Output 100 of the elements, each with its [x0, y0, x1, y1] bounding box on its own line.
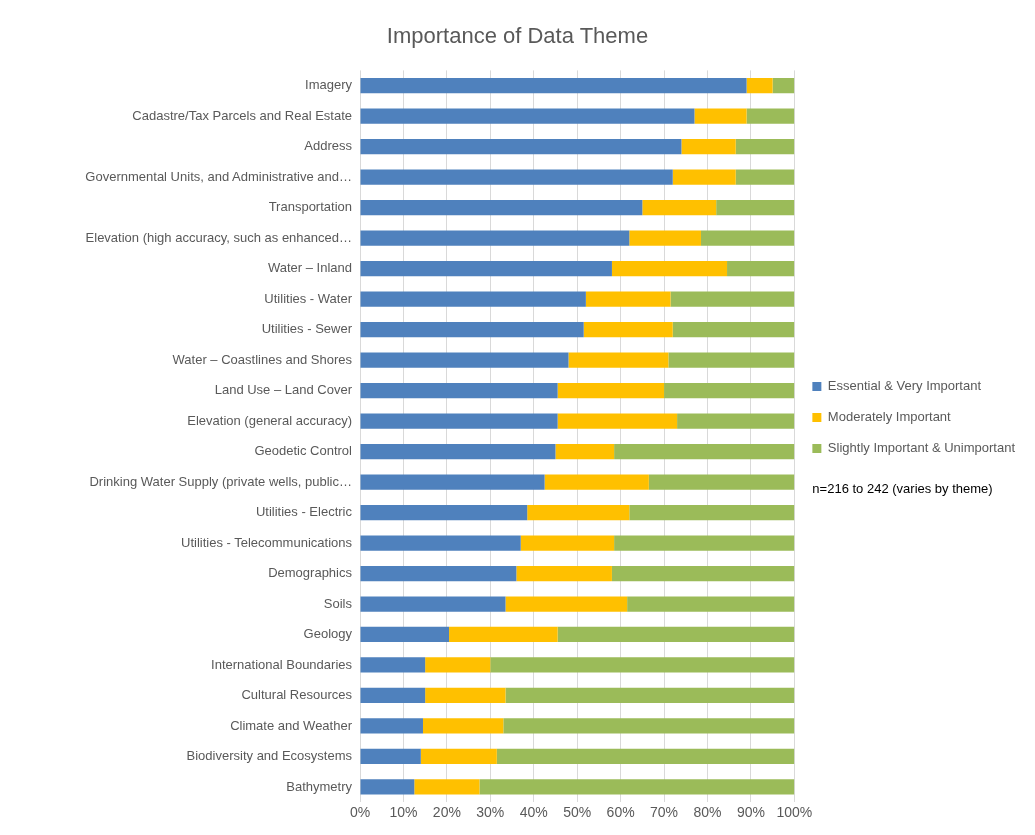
bar	[360, 687, 426, 704]
x-tick-label: 70%	[650, 804, 679, 821]
legend-label: Moderately Important	[827, 409, 952, 425]
y-tick-label: Climate and Weather	[230, 717, 353, 733]
bar	[505, 596, 628, 612]
bar	[568, 352, 669, 368]
legend-label: Essential & Very Important	[827, 378, 982, 394]
bar	[583, 321, 673, 338]
y-tick-label: Imagery	[305, 77, 353, 93]
y-tick-label: Utilities - Water	[264, 290, 353, 306]
bar	[772, 78, 795, 94]
x-tick-label: 50%	[563, 804, 592, 821]
bar	[490, 657, 795, 673]
bar	[664, 382, 795, 399]
bar	[527, 504, 630, 521]
y-tick-label: Bathymetry	[286, 778, 353, 794]
y-tick-label: Governmental Units, and Administrative and…	[85, 168, 352, 184]
bar	[746, 108, 795, 124]
y-tick-label: Land Use – Land Cover	[214, 382, 353, 398]
y-tick-label: Geology	[303, 626, 353, 642]
bar	[735, 169, 795, 185]
bar	[360, 413, 558, 429]
chart-title: Importance of Data Theme	[386, 23, 649, 49]
bar	[496, 748, 795, 765]
bar	[668, 352, 795, 368]
y-tick-label: Water – Inland	[267, 260, 352, 276]
bar	[449, 626, 558, 643]
bar	[746, 78, 773, 94]
bar	[360, 199, 643, 216]
legend-label: Slightly Important & Unimportant	[827, 440, 1016, 456]
y-tick-label: Soils	[323, 595, 353, 611]
bar	[360, 139, 682, 155]
y-tick-label: Drinking Water Supply (private wells, public…	[89, 473, 352, 489]
bar	[614, 443, 795, 460]
bar	[505, 687, 795, 704]
bar	[360, 78, 747, 94]
y-tick-label: International Boundaries	[211, 656, 353, 672]
y-tick-label: Address	[304, 138, 353, 154]
y-tick-label: Elevation (general accuracy)	[187, 412, 352, 428]
bar	[627, 596, 795, 612]
bar	[727, 260, 795, 277]
x-tick-label: 20%	[432, 804, 461, 821]
text: n=216 to 242 (varies by theme)	[812, 481, 993, 497]
bar	[360, 382, 558, 399]
bar	[716, 199, 795, 216]
bar	[681, 139, 736, 155]
bar	[555, 443, 615, 460]
bar	[360, 535, 521, 551]
x-tick-label: 30%	[476, 804, 505, 821]
y-tick-label: Demographics	[268, 565, 353, 581]
x-tick-label: 0%	[349, 804, 371, 821]
bar	[420, 748, 497, 765]
x-tick-label: 100%	[776, 804, 813, 821]
bar	[735, 139, 795, 155]
y-tick-label: Utilities - Sewer	[261, 321, 353, 337]
y-tick-label: Utilities - Telecommunications	[181, 534, 353, 550]
bar	[360, 291, 586, 307]
bar	[503, 718, 795, 734]
bar	[360, 748, 421, 765]
bar	[360, 108, 695, 124]
bar	[611, 260, 728, 277]
bar	[422, 718, 504, 734]
y-tick-label: Cultural Resources	[241, 687, 353, 703]
bar	[677, 413, 795, 429]
bar	[544, 474, 649, 490]
bar	[672, 321, 795, 338]
bar	[648, 474, 795, 490]
bar	[557, 382, 665, 399]
bar	[642, 199, 717, 216]
bar	[360, 260, 612, 277]
y-tick-label: Transportation	[268, 199, 352, 215]
bar	[694, 108, 747, 124]
bar	[360, 565, 517, 582]
bar	[360, 779, 415, 795]
bar	[670, 291, 795, 307]
bar	[672, 169, 736, 185]
bar	[360, 626, 450, 643]
bar	[585, 291, 671, 307]
bar	[360, 321, 584, 338]
x-tick-label: 60%	[606, 804, 635, 821]
bar	[360, 504, 528, 521]
bar	[700, 230, 795, 246]
bar	[360, 443, 556, 460]
bar	[425, 687, 506, 704]
x-tick-label: 80%	[693, 804, 722, 821]
bar	[629, 230, 701, 246]
bar	[360, 474, 545, 490]
bar	[425, 657, 491, 673]
bar	[360, 230, 630, 246]
y-tick-label: Elevation (high accuracy, such as enhanced…	[85, 229, 352, 245]
y-tick-label: Water – Coastlines and Shores	[172, 351, 353, 367]
bar	[520, 535, 615, 551]
y-tick-label: Cadastre/Tax Parcels and Real Estate	[132, 107, 352, 123]
bar	[611, 565, 795, 582]
bar	[414, 779, 480, 795]
x-tick-label: 10%	[389, 804, 418, 821]
bar	[360, 596, 506, 612]
bar	[360, 718, 423, 734]
bar	[516, 565, 612, 582]
x-tick-label: 40%	[519, 804, 548, 821]
